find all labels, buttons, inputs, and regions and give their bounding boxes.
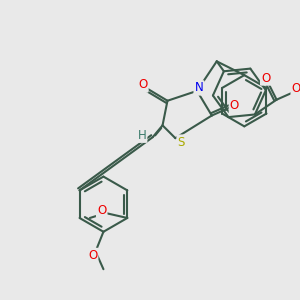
Text: N: N — [195, 81, 203, 94]
Text: O: O — [138, 79, 148, 92]
Text: O: O — [292, 82, 300, 95]
Text: H: H — [137, 129, 146, 142]
Text: S: S — [178, 136, 185, 148]
Text: O: O — [88, 249, 97, 262]
Text: O: O — [261, 71, 270, 85]
Text: O: O — [230, 99, 239, 112]
Text: O: O — [97, 204, 106, 217]
